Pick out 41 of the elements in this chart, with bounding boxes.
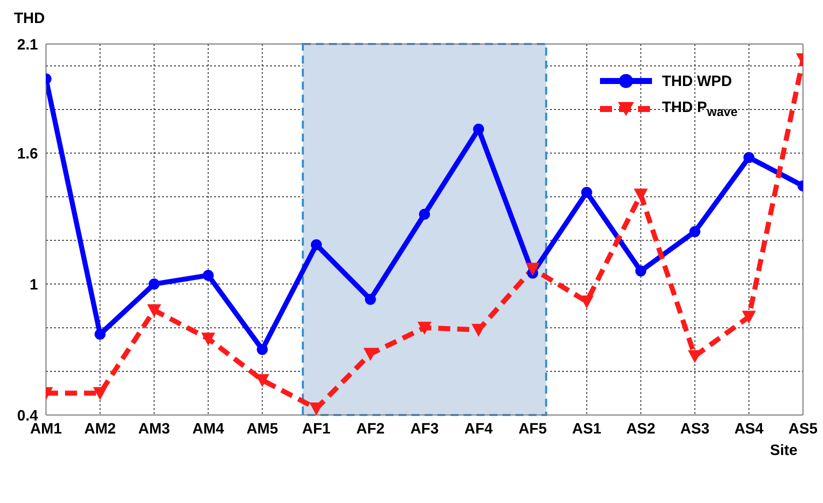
- point: [526, 262, 540, 276]
- x-tick-label: AM2: [84, 420, 116, 438]
- x-tick-label: AS5: [788, 420, 818, 438]
- y-tick-label: 1.6: [17, 145, 38, 162]
- x-tick-label: AF2: [356, 420, 385, 438]
- point: [635, 265, 646, 276]
- point: [689, 226, 700, 238]
- y-axis-title: THD: [14, 10, 45, 27]
- legend-label: THD WPD: [662, 72, 732, 90]
- x-tick-label: AS3: [680, 420, 710, 438]
- point: [742, 310, 756, 324]
- point: [634, 188, 648, 202]
- point: [418, 322, 432, 335]
- x-tick-label: AF5: [518, 420, 547, 438]
- x-tick-label: AS4: [734, 420, 764, 438]
- point: [93, 387, 108, 400]
- point: [94, 328, 106, 340]
- point: [201, 332, 216, 346]
- x-tick-label: AF1: [302, 420, 331, 438]
- point: [256, 344, 268, 356]
- point: [581, 186, 592, 198]
- x-axis-title: Site: [770, 442, 798, 459]
- point: [364, 294, 376, 305]
- x-tick-label: AS1: [572, 420, 602, 438]
- point: [147, 304, 162, 318]
- legend-label: THD P$_{wave}$: [662, 99, 738, 119]
- x-tick-label: AF3: [410, 420, 439, 438]
- y-tick-label: 2.1: [17, 36, 38, 54]
- point: [310, 239, 322, 250]
- point: [580, 296, 594, 309]
- x-tick-label: AS2: [626, 420, 656, 438]
- point: [743, 152, 754, 163]
- x-tick-label: AF4: [464, 420, 494, 438]
- x-tick-label: AM4: [192, 420, 225, 438]
- y-tick-label: 1: [30, 276, 38, 294]
- point: [363, 348, 378, 361]
- point: [419, 208, 430, 220]
- x-tick-label: AM3: [138, 420, 170, 438]
- point: [148, 278, 160, 290]
- x-tick-label: AM5: [246, 420, 278, 438]
- point: [202, 270, 214, 281]
